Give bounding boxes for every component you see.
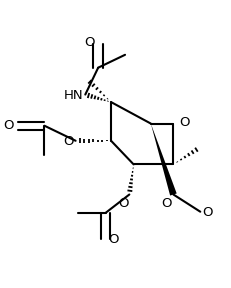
Text: O: O [179, 116, 189, 129]
Polygon shape [151, 124, 177, 196]
Text: HN: HN [64, 89, 83, 102]
Text: O: O [108, 233, 118, 246]
Text: O: O [161, 197, 171, 210]
Text: O: O [63, 135, 73, 148]
Text: O: O [202, 206, 213, 219]
Text: O: O [3, 119, 13, 132]
Text: O: O [118, 197, 128, 210]
Text: O: O [85, 37, 95, 50]
